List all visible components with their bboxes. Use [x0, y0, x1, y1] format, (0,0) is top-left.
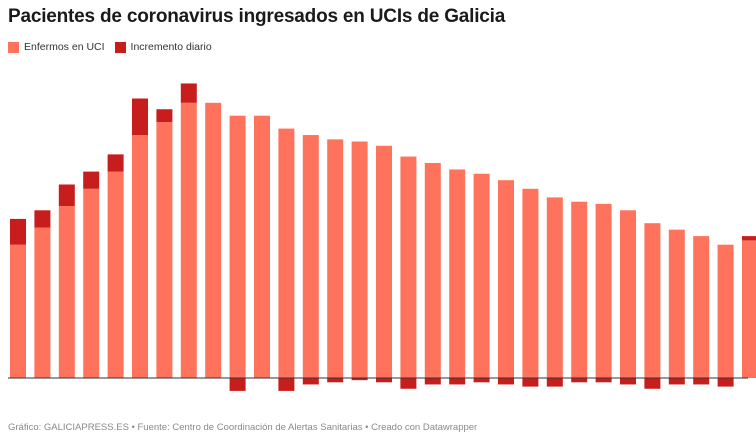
bar-incremento-diario	[473, 378, 490, 383]
bar-enfermos-uci	[156, 122, 173, 379]
bar-enfermos-uci	[376, 145, 392, 378]
bar-enfermos-uci	[595, 203, 612, 378]
bar-incremento-diario	[351, 378, 368, 381]
bar-enfermos-uci	[424, 163, 441, 378]
bar-incremento-diario	[327, 378, 344, 383]
bar-incremento-diario	[83, 171, 100, 189]
bar-enfermos-uci	[522, 188, 539, 378]
bar-enfermos-uci	[473, 173, 490, 378]
bar-incremento-diario	[693, 378, 710, 385]
legend-item-enfermos: Enfermos en UCI	[8, 41, 105, 53]
bar-enfermos-uci	[278, 128, 295, 378]
bar-enfermos-uci	[132, 135, 148, 378]
bar-enfermos-uci	[302, 135, 319, 378]
bar-enfermos-uci	[351, 141, 368, 378]
bar-enfermos-uci	[571, 201, 588, 378]
bar-incremento-diario	[180, 83, 197, 103]
bar-incremento-diario	[498, 378, 514, 385]
bar-enfermos-uci	[180, 102, 197, 379]
bar-incremento-diario	[717, 378, 734, 387]
bar-enfermos-uci	[498, 180, 514, 378]
bar-incremento-diario	[156, 109, 173, 123]
bar-incremento-diario	[376, 378, 392, 383]
footer-credits: Gráfico: GALICIAPRESS.ES • Fuente: Centr…	[8, 422, 478, 433]
bar-enfermos-uci	[449, 169, 466, 378]
legend-label-incremento: Incremento diario	[130, 41, 212, 53]
bar-enfermos-uci	[107, 171, 124, 378]
legend-label-enfermos: Enfermos en UCI	[24, 41, 105, 53]
bar-enfermos-uci	[34, 227, 51, 378]
bar-incremento-diario	[278, 378, 295, 391]
bar-incremento-diario	[742, 236, 756, 241]
bar-incremento-diario	[595, 378, 612, 383]
bar-incremento-diario	[58, 184, 75, 206]
bar-enfermos-uci	[254, 115, 270, 378]
legend-swatch-incremento	[114, 41, 126, 53]
bar-enfermos-uci	[229, 115, 246, 378]
bar-enfermos-uci	[400, 156, 417, 378]
bar-incremento-diario	[644, 378, 661, 389]
bar-incremento-diario	[571, 378, 588, 383]
bar-enfermos-uci	[644, 223, 661, 378]
bar-enfermos-uci	[10, 244, 26, 378]
chart-title: Pacientes de coronavirus ingresados en U…	[8, 6, 506, 27]
bar-incremento-diario	[668, 378, 685, 385]
bar-enfermos-uci	[693, 236, 710, 378]
bar-incremento-diario	[229, 378, 246, 391]
bar-enfermos-uci	[83, 188, 100, 378]
bar-incremento-diario	[107, 154, 124, 172]
bar-incremento-diario	[132, 98, 148, 136]
bar-incremento-diario	[302, 378, 319, 385]
bar-enfermos-uci	[327, 139, 344, 378]
bar-incremento-diario	[400, 378, 417, 389]
bar-incremento-diario	[10, 218, 26, 245]
legend-item-incremento: Incremento diario	[114, 41, 212, 53]
bar-enfermos-uci	[58, 206, 75, 378]
bar-enfermos-uci	[717, 244, 734, 378]
bar-enfermos-uci	[742, 240, 756, 378]
bar-incremento-diario	[522, 378, 539, 387]
bar-incremento-diario	[546, 378, 563, 387]
bar-enfermos-uci	[668, 229, 685, 378]
bar-enfermos-uci	[620, 210, 636, 378]
legend: Enfermos en UCI Incremento diario	[8, 41, 212, 53]
bar-enfermos-uci	[546, 197, 563, 378]
bar-incremento-diario	[449, 378, 466, 385]
bar-enfermos-uci	[205, 102, 222, 379]
bar-incremento-diario	[34, 210, 51, 228]
legend-swatch-enfermos	[8, 41, 19, 53]
bar-incremento-diario	[424, 378, 441, 385]
bar-incremento-diario	[620, 378, 636, 385]
